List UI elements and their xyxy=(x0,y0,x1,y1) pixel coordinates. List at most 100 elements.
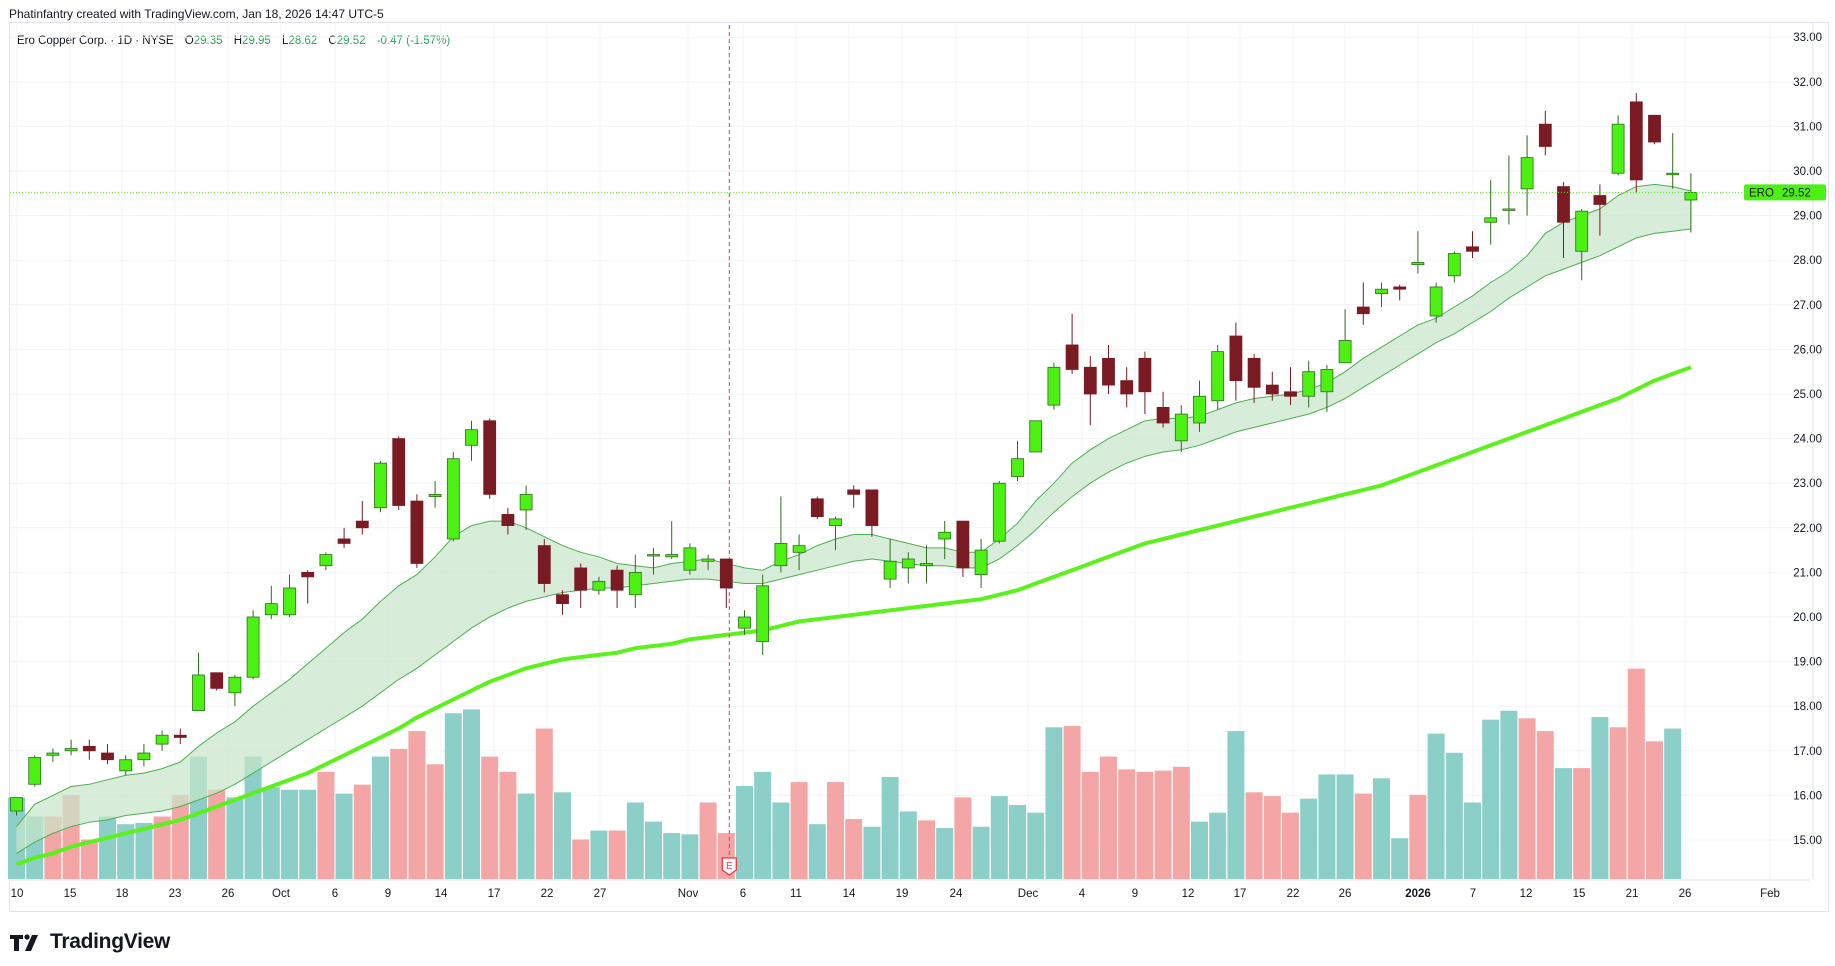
candle-body xyxy=(119,759,133,772)
candle-body xyxy=(628,572,642,596)
candle xyxy=(1120,367,1134,408)
volume-bar xyxy=(954,797,972,879)
candle-body xyxy=(1211,351,1225,402)
y-tick-label: 19.00 xyxy=(1793,657,1822,669)
x-tick-label: 4 xyxy=(1079,888,1086,900)
candle xyxy=(992,480,1006,544)
ema-band xyxy=(16,183,1692,854)
candle-body xyxy=(1684,192,1698,201)
y-tick-label: 21.00 xyxy=(1793,567,1822,579)
candle xyxy=(883,538,897,589)
candle xyxy=(1447,251,1461,283)
candle-body xyxy=(1156,406,1170,424)
volume-bar xyxy=(1263,796,1281,879)
candle xyxy=(1302,360,1316,408)
candle xyxy=(665,521,679,560)
candle xyxy=(228,674,242,707)
last-price-tag xyxy=(1744,184,1826,201)
ema-band-fill xyxy=(16,184,1691,854)
volume-bar xyxy=(99,816,116,879)
candle xyxy=(556,590,569,615)
candle xyxy=(1375,282,1388,308)
volume-bar xyxy=(499,771,517,879)
candle xyxy=(264,585,278,620)
candle xyxy=(28,755,42,787)
x-tick-label: 7 xyxy=(1470,888,1476,900)
candle xyxy=(119,755,133,776)
volume-bar xyxy=(226,797,244,879)
volume-bar xyxy=(1573,768,1591,879)
candle-body xyxy=(10,797,23,812)
candle-body xyxy=(1429,286,1443,317)
candle xyxy=(810,496,824,519)
candle-body xyxy=(992,482,1006,542)
candle-body xyxy=(1284,391,1297,397)
tradingview-brand[interactable]: TradingView xyxy=(10,930,170,954)
candle-body xyxy=(556,594,569,605)
y-tick-label: 24.00 xyxy=(1793,434,1822,446)
x-tick-label: 11 xyxy=(790,888,802,900)
candle-body xyxy=(1011,458,1024,477)
candle xyxy=(1557,182,1570,258)
candle xyxy=(1538,110,1552,156)
x-tick-label: 14 xyxy=(843,888,856,900)
price-tag-ticker: ERO xyxy=(1749,187,1774,199)
candle-body xyxy=(719,558,733,589)
volume-bar xyxy=(1063,726,1081,879)
close-label: C xyxy=(328,35,337,47)
volume-bar xyxy=(244,756,262,879)
candle-body xyxy=(428,493,442,497)
candle-body xyxy=(847,489,861,495)
candle xyxy=(1102,344,1115,394)
candle-body xyxy=(1666,172,1680,176)
candle-body xyxy=(1538,123,1552,147)
candle xyxy=(1065,313,1079,374)
volume-bar xyxy=(1282,812,1299,879)
volume-bar xyxy=(1209,812,1227,879)
x-tick-label: 26 xyxy=(1679,888,1692,900)
candle xyxy=(374,460,387,513)
candle-body xyxy=(1120,380,1134,395)
ema-upper-line xyxy=(16,183,1692,827)
chart-frame xyxy=(9,22,1829,912)
volume-bar xyxy=(1354,793,1372,879)
volume-bar xyxy=(1591,717,1609,879)
candle xyxy=(1484,179,1498,245)
candle xyxy=(1047,362,1061,410)
volume-bar xyxy=(80,839,98,879)
candle xyxy=(1193,380,1206,432)
volume-bar xyxy=(1318,774,1336,879)
candle xyxy=(301,570,315,604)
volume-bar xyxy=(408,731,426,879)
candle xyxy=(1029,420,1043,453)
x-tick-label: 12 xyxy=(1182,888,1195,900)
candle-body xyxy=(173,734,187,738)
x-tick-label: 12 xyxy=(1520,888,1533,900)
high-value: 29.95 xyxy=(242,35,271,47)
candle-body xyxy=(883,560,897,580)
volume-bar xyxy=(918,820,935,879)
candle xyxy=(1611,115,1625,176)
candle-body xyxy=(756,585,770,642)
volume-bar xyxy=(899,811,917,879)
volume-bar xyxy=(426,764,444,879)
x-tick-label: Dec xyxy=(1018,888,1039,900)
candle-body xyxy=(1502,208,1516,211)
candle-body xyxy=(1029,420,1043,453)
volume-bar xyxy=(317,771,335,879)
candle xyxy=(446,451,460,542)
candle xyxy=(774,496,788,573)
candle xyxy=(901,552,915,584)
x-tick-label: 6 xyxy=(740,888,746,900)
candle xyxy=(1666,133,1680,189)
y-tick-label: 15.00 xyxy=(1793,835,1822,847)
candle-body xyxy=(610,569,624,591)
candle-body xyxy=(810,498,824,518)
candle-body xyxy=(228,676,242,694)
volume-bar xyxy=(863,826,881,879)
volume-bar xyxy=(936,828,954,879)
candle xyxy=(173,728,187,745)
candle-body xyxy=(28,757,42,785)
candle xyxy=(192,652,205,712)
